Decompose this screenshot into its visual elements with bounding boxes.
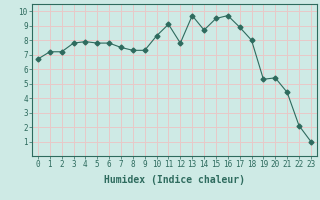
X-axis label: Humidex (Indice chaleur): Humidex (Indice chaleur): [104, 175, 245, 185]
